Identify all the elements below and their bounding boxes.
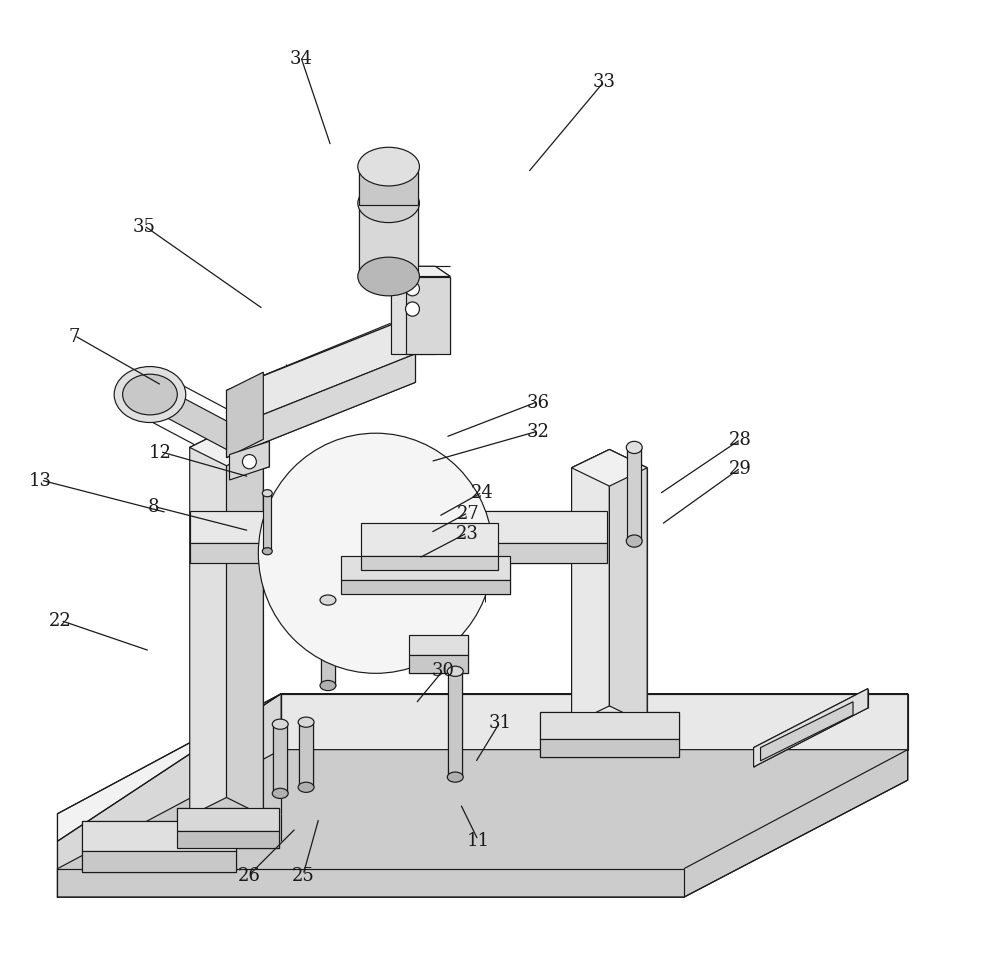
Text: 36: 36 (526, 393, 549, 411)
Polygon shape (406, 277, 450, 355)
Ellipse shape (262, 490, 272, 497)
Polygon shape (57, 750, 908, 898)
Polygon shape (177, 831, 279, 849)
Text: 27: 27 (457, 504, 480, 522)
Text: 30: 30 (432, 661, 455, 679)
Ellipse shape (272, 788, 288, 799)
Text: 24: 24 (471, 483, 493, 502)
Polygon shape (341, 580, 510, 594)
Text: 25: 25 (292, 866, 314, 884)
Ellipse shape (320, 680, 336, 691)
Circle shape (242, 456, 256, 469)
Text: 26: 26 (238, 866, 261, 884)
Polygon shape (627, 450, 641, 541)
Text: 33: 33 (593, 73, 616, 91)
Polygon shape (82, 821, 236, 851)
Ellipse shape (272, 720, 288, 729)
Ellipse shape (262, 548, 272, 555)
Polygon shape (359, 167, 418, 206)
Text: 28: 28 (729, 431, 752, 449)
Polygon shape (572, 450, 609, 725)
Text: 32: 32 (526, 423, 549, 441)
Polygon shape (540, 712, 679, 740)
Circle shape (406, 283, 419, 297)
Text: 23: 23 (456, 525, 479, 542)
Polygon shape (150, 381, 227, 450)
Ellipse shape (358, 185, 419, 223)
Polygon shape (572, 450, 647, 486)
Polygon shape (754, 689, 868, 767)
Polygon shape (263, 496, 271, 552)
Polygon shape (361, 523, 498, 556)
Ellipse shape (626, 535, 642, 548)
Ellipse shape (298, 782, 314, 793)
Circle shape (258, 433, 493, 674)
Polygon shape (230, 442, 269, 480)
Ellipse shape (320, 596, 336, 605)
Polygon shape (609, 450, 647, 725)
Ellipse shape (447, 773, 463, 782)
Polygon shape (190, 511, 607, 544)
Polygon shape (227, 316, 415, 430)
Ellipse shape (298, 717, 314, 727)
Polygon shape (227, 373, 263, 458)
Polygon shape (281, 694, 908, 750)
Polygon shape (190, 430, 227, 816)
Polygon shape (190, 430, 263, 466)
Polygon shape (391, 267, 450, 277)
Polygon shape (409, 635, 468, 655)
Polygon shape (391, 267, 435, 355)
Polygon shape (82, 851, 236, 872)
Polygon shape (540, 740, 679, 757)
Text: 35: 35 (133, 217, 155, 235)
Text: 12: 12 (148, 443, 171, 461)
Polygon shape (227, 355, 415, 458)
Polygon shape (361, 556, 498, 570)
Polygon shape (341, 556, 510, 580)
Ellipse shape (358, 148, 419, 186)
Polygon shape (177, 808, 279, 831)
Ellipse shape (114, 367, 186, 423)
Text: 22: 22 (49, 612, 72, 629)
Polygon shape (57, 694, 281, 898)
Polygon shape (409, 655, 468, 674)
Text: 7: 7 (69, 327, 80, 345)
Ellipse shape (626, 442, 642, 455)
Polygon shape (299, 725, 313, 787)
Polygon shape (359, 206, 418, 277)
Ellipse shape (123, 375, 177, 415)
Text: 13: 13 (29, 472, 52, 489)
Text: 34: 34 (290, 50, 313, 67)
Circle shape (406, 303, 419, 317)
Text: 11: 11 (467, 831, 490, 850)
Text: 8: 8 (148, 498, 160, 516)
Polygon shape (321, 603, 335, 686)
Polygon shape (273, 727, 287, 794)
Text: 31: 31 (488, 713, 512, 731)
Polygon shape (190, 544, 607, 564)
Text: 29: 29 (729, 459, 752, 478)
Ellipse shape (447, 667, 463, 677)
Polygon shape (448, 674, 462, 777)
Polygon shape (227, 430, 263, 816)
Polygon shape (761, 702, 853, 761)
Polygon shape (57, 694, 908, 841)
Ellipse shape (358, 258, 419, 297)
